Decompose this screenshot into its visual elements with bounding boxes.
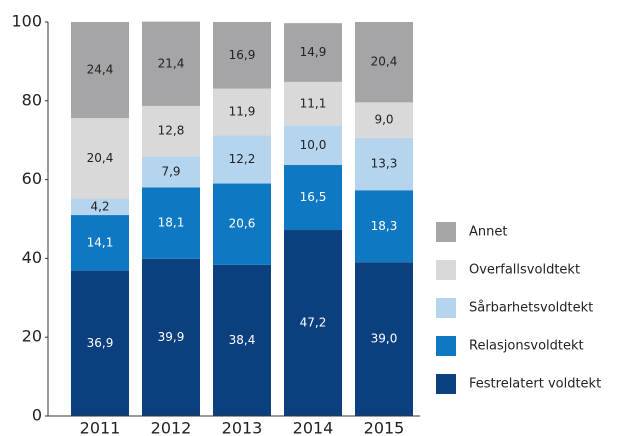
bar-segment: [142, 21, 200, 106]
bar-segment: [71, 270, 129, 416]
y-tick-label: 60: [22, 169, 42, 188]
legend-swatch: [436, 374, 456, 394]
value-label: 21,4: [158, 56, 185, 70]
value-label: 39,0: [371, 332, 398, 346]
y-tick-label: 0: [32, 406, 42, 425]
value-label: 9,0: [374, 113, 393, 127]
x-tick-label: 2014: [293, 419, 334, 436]
bar-segment: [284, 81, 342, 126]
value-label: 16,5: [300, 190, 327, 204]
value-label: 12,2: [229, 152, 256, 166]
value-label: 18,1: [158, 216, 185, 230]
x-tick-label: 2012: [151, 419, 192, 436]
value-label: 14,9: [300, 45, 327, 59]
legend-label: Sårbarhetsvoldtekt: [469, 301, 593, 316]
legend-label: Relasjonsvoldtekt: [469, 339, 584, 354]
value-label: 10,0: [300, 138, 327, 152]
value-label: 12,8: [158, 124, 185, 138]
bar-segment: [355, 190, 413, 263]
bar-segment: [284, 23, 342, 82]
legend-swatch: [436, 260, 456, 280]
value-label: 24,4: [87, 63, 114, 77]
value-label: 38,4: [229, 333, 256, 347]
legend-swatch: [436, 222, 456, 242]
value-label: 20,6: [229, 217, 256, 231]
value-label: 47,2: [300, 316, 327, 330]
bar-segment: [355, 102, 413, 138]
bar-segment: [213, 135, 271, 184]
bar-segment: [213, 183, 271, 265]
y-tick-label: 100: [11, 12, 42, 31]
value-label: 16,9: [229, 48, 256, 62]
value-label: 18,3: [371, 219, 398, 233]
bar-segment: [284, 230, 342, 416]
bar-segment: [213, 88, 271, 136]
bar-segment: [284, 125, 342, 166]
value-label: 4,2: [90, 199, 109, 213]
bar-segment: [142, 258, 200, 416]
legend-label: Annet: [469, 225, 507, 240]
bar-segment: [142, 187, 200, 259]
bar-segment: [284, 165, 342, 231]
bar-segment: [213, 22, 271, 89]
value-label: 13,3: [371, 157, 398, 171]
x-tick-label: 2011: [80, 419, 121, 436]
y-tick-label: 20: [22, 327, 42, 346]
x-tick-label: 2015: [364, 419, 405, 436]
bar-segment: [142, 105, 200, 157]
value-label: 11,9: [229, 105, 256, 119]
y-tick-label: 80: [22, 90, 42, 109]
bar-segment: [71, 215, 129, 271]
value-label: 14,1: [87, 235, 114, 249]
bar-segment: [71, 22, 129, 119]
value-label: 36,9: [87, 336, 114, 350]
value-label: 20,4: [371, 55, 398, 69]
bar-segment: [142, 156, 200, 188]
value-label: 7,9: [161, 164, 180, 178]
y-tick-label: 40: [22, 248, 42, 267]
legend-label: Overfallsvoldtekt: [469, 263, 580, 278]
value-label: 39,9: [158, 330, 185, 344]
bar-segment: [355, 22, 413, 103]
bar-segment: [355, 262, 413, 416]
x-tick-label: 2013: [222, 419, 263, 436]
legend-label: Festrelatert voldtekt: [469, 377, 601, 392]
bar-segment: [213, 264, 271, 416]
legend-swatch: [436, 298, 456, 318]
value-label: 11,1: [300, 96, 327, 110]
bar-segment: [355, 137, 413, 191]
bar-segment: [71, 198, 129, 216]
value-label: 20,4: [87, 151, 114, 165]
bar-segment: [71, 118, 129, 199]
legend-swatch: [436, 336, 456, 356]
